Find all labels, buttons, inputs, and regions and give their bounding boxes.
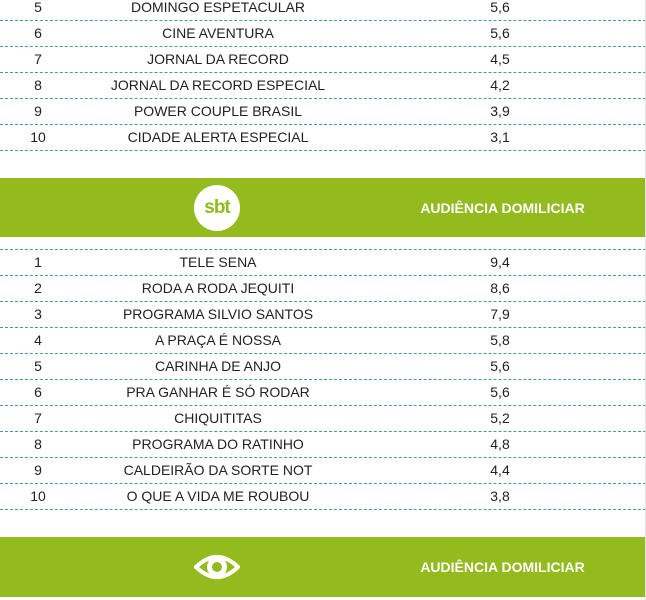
rating: 5,8	[490, 332, 510, 348]
rating: 7,9	[490, 306, 510, 322]
program: CARINHA DE ANJO	[154, 358, 282, 374]
table-row: 8 JORNAL DA RECORD ESPECIAL 4,2	[0, 73, 645, 99]
rating: 4,4	[490, 462, 510, 478]
rank: 7	[34, 410, 42, 426]
table-row: 3 PROGRAMA SILVIO SANTOS 7,9	[0, 302, 645, 328]
rating: 4,2	[490, 77, 510, 93]
program: PRA GANHAR É SÓ RODAR	[126, 384, 310, 400]
program: CALDEIRÃO DA SORTE NOT	[123, 462, 313, 478]
table-row: 5 DOMINGO ESPETACULAR 5,6	[0, 0, 645, 21]
program: DOMINGO ESPETACULAR	[131, 0, 305, 15]
table-row: 10 CIDADE ALERTA ESPECIAL 3,1	[0, 125, 645, 151]
rank: 6	[34, 384, 42, 400]
program: CHIQUITITAS	[174, 410, 262, 426]
rank: 5	[34, 358, 42, 374]
rank: 8	[34, 436, 42, 452]
rank: 8	[34, 77, 42, 93]
rating: 5,6	[490, 384, 510, 400]
row-divider	[0, 249, 645, 250]
program: JORNAL DA RECORD	[147, 51, 289, 67]
rating: 5,6	[490, 25, 510, 41]
rating: 3,8	[490, 488, 510, 504]
header-label: AUDIÊNCIA DOMILICIAR	[420, 559, 585, 575]
table-row: 4 A PRAÇA É NOSSA 5,8	[0, 328, 645, 354]
channel-logo	[194, 555, 240, 579]
program: JORNAL DA RECORD ESPECIAL	[110, 77, 326, 93]
rank: 9	[34, 462, 42, 478]
rating: 4,8	[490, 436, 510, 452]
section-header: AUDIÊNCIA DOMILICIAR	[0, 537, 645, 597]
rating: 4,5	[490, 51, 510, 67]
table-row: 10 O QUE A VIDA ME ROUBOU 3,8	[0, 484, 645, 510]
table-row: 7 JORNAL DA RECORD 4,5	[0, 47, 645, 73]
rank: 10	[30, 129, 46, 145]
rating: 5,6	[490, 358, 510, 374]
rating: 5,6	[490, 0, 510, 15]
program: A PRAÇA É NOSSA	[154, 332, 282, 348]
rank: 7	[34, 51, 42, 67]
rank: 5	[34, 0, 42, 15]
program: O QUE A VIDA ME ROUBOU	[126, 488, 310, 504]
program: PROGRAMA SILVIO SANTOS	[122, 306, 314, 322]
program: RODA A RODA JEQUITI	[141, 280, 295, 296]
table-row: 6 CINE AVENTURA 5,6	[0, 21, 645, 47]
rank: 6	[34, 25, 42, 41]
table-row: 9 POWER COUPLE BRASIL 3,9	[0, 99, 645, 125]
rating: 3,9	[490, 103, 510, 119]
rank: 9	[34, 103, 42, 119]
program: TELE SENA	[179, 254, 257, 270]
table-row: 7 CHIQUITITAS 5,2	[0, 406, 645, 432]
rank: 1	[34, 254, 42, 270]
rating: 5,2	[490, 410, 510, 426]
rank: 2	[34, 280, 42, 296]
rating: 9,4	[490, 254, 510, 270]
rating: 3,1	[490, 129, 510, 145]
section-header: sbt AUDIÊNCIA DOMILICIAR	[0, 178, 645, 237]
header-label: AUDIÊNCIA DOMILICIAR	[420, 199, 585, 216]
program: CIDADE ALERTA ESPECIAL	[127, 129, 309, 145]
rank: 10	[30, 488, 46, 504]
table-row: 5 CARINHA DE ANJO 5,6	[0, 354, 645, 380]
channel-logo: sbt	[194, 184, 240, 231]
table-row: 9 CALDEIRÃO DA SORTE NOT 4,4	[0, 458, 645, 484]
program: PROGRAMA DO RATINHO	[132, 436, 304, 452]
table-row: 6 PRA GANHAR É SÓ RODAR 5,6	[0, 380, 645, 406]
rank: 4	[34, 332, 42, 348]
table-row: 2 RODA A RODA JEQUITI 8,6	[0, 276, 645, 302]
table-row: 1 TELE SENA 9,4	[0, 250, 645, 276]
program: POWER COUPLE BRASIL	[133, 103, 303, 119]
rating: 8,6	[490, 280, 510, 296]
program: CINE AVENTURA	[162, 25, 274, 41]
table-row: 8 PROGRAMA DO RATINHO 4,8	[0, 432, 645, 458]
rank: 3	[34, 306, 42, 322]
